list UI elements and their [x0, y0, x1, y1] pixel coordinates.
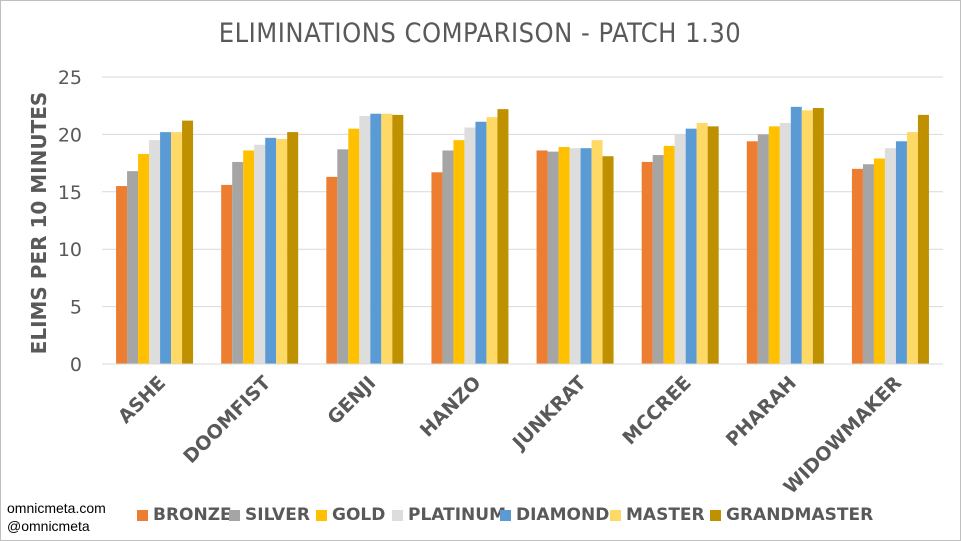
bar-bronze-junkrat [536, 150, 548, 364]
bar-silver-widowmaker [862, 164, 874, 364]
bar-platinum-pharah [779, 122, 791, 364]
legend-label-platinum: PLATINUM [408, 505, 506, 525]
bar-master-mccree [696, 122, 708, 364]
legend-label-gold: GOLD [332, 505, 385, 525]
legend-swatch-master [610, 510, 621, 521]
bar-gold-widowmaker [873, 158, 885, 364]
y-tick-label: 0 [70, 354, 82, 376]
y-axis-title: ELIMS PER 10 MINUTES [27, 92, 51, 355]
bar-diamond-widowmaker [895, 141, 907, 364]
legend-label-grandmaster: GRANDMASTER [726, 505, 873, 525]
category-label: PHARAH [722, 372, 801, 451]
category-label: GENJI [323, 372, 380, 429]
y-tick-label: 25 [58, 67, 82, 89]
legend-label-bronze: BRONZE [153, 505, 232, 525]
bar-silver-ashe [127, 171, 139, 364]
bar-silver-hanzo [442, 150, 454, 364]
bar-grandmaster-junkrat [602, 156, 614, 364]
legend-label-silver: SILVER [245, 505, 310, 525]
bar-bronze-pharah [746, 141, 758, 364]
bar-bronze-genji [326, 176, 338, 364]
bar-silver-mccree [652, 155, 664, 364]
bar-master-junkrat [591, 140, 603, 364]
bar-grandmaster-genji [392, 114, 404, 364]
bar-platinum-junkrat [569, 148, 581, 364]
bar-master-genji [381, 113, 393, 365]
bar-master-hanzo [486, 117, 498, 365]
category-label: DOOMFIST [179, 372, 275, 468]
category-label: JUNKRAT [507, 372, 590, 455]
chart-title: ELIMINATIONS COMPARISON - PATCH 1.30 [219, 18, 741, 49]
bar-bronze-ashe [116, 186, 128, 364]
bar-platinum-hanzo [464, 127, 476, 365]
y-tick-label: 10 [58, 239, 82, 261]
bar-bronze-mccree [641, 161, 653, 364]
bars [116, 106, 929, 365]
bar-diamond-doomfist [265, 137, 277, 364]
bar-master-pharah [801, 110, 813, 365]
bar-diamond-hanzo [475, 121, 487, 364]
bar-gold-hanzo [453, 140, 465, 364]
legend-swatch-diamond [500, 510, 511, 521]
legend-label-diamond: DIAMOND [516, 505, 609, 525]
bar-bronze-widowmaker [851, 168, 863, 364]
bar-gold-genji [348, 128, 360, 364]
bar-silver-junkrat [547, 151, 559, 364]
bar-grandmaster-doomfist [287, 132, 299, 364]
credit-site: omnicmeta.com [7, 500, 106, 516]
bar-platinum-mccree [674, 134, 686, 364]
bar-diamond-mccree [685, 128, 697, 364]
y-axis-tick-labels: 0 5 10 15 20 25 [58, 67, 82, 376]
category-label: HANZO [416, 372, 486, 442]
category-labels: ASHE DOOMFIST GENJI HANZO JUNKRAT MCCREE PHARA… [114, 372, 906, 499]
bar-gold-pharah [768, 126, 780, 364]
bar-grandmaster-pharah [812, 107, 824, 364]
y-tick-label: 5 [70, 297, 82, 319]
y-tick-label: 20 [58, 124, 82, 146]
y-tick-label: 15 [58, 182, 82, 204]
bar-bronze-hanzo [431, 172, 443, 364]
bar-grandmaster-hanzo [497, 109, 509, 364]
bar-grandmaster-ashe [182, 120, 194, 365]
bar-diamond-pharah [790, 106, 802, 365]
bar-master-doomfist [276, 138, 288, 364]
bar-diamond-ashe [160, 132, 172, 364]
bar-silver-pharah [757, 134, 769, 364]
bar-platinum-genji [359, 116, 371, 364]
bar-grandmaster-widowmaker [917, 114, 929, 364]
bar-master-ashe [171, 132, 183, 364]
bar-gold-mccree [663, 145, 675, 364]
bar-gold-junkrat [558, 147, 570, 364]
legend-swatch-bronze [137, 510, 148, 521]
bar-gold-doomfist [243, 150, 255, 364]
bar-platinum-widowmaker [884, 148, 896, 364]
legend-swatch-gold [316, 510, 327, 521]
bar-diamond-junkrat [580, 148, 592, 364]
bar-platinum-doomfist [254, 144, 266, 364]
bar-master-widowmaker [906, 132, 918, 364]
bar-diamond-genji [370, 113, 382, 365]
category-label: WIDOWMAKER [780, 372, 907, 499]
legend: BRONZE SILVER GOLD PLATINUM DIAMOND MASTER GRA… [137, 505, 873, 525]
bar-grandmaster-mccree [707, 126, 719, 364]
credit-handle: @omnicmeta [7, 518, 90, 534]
category-label: ASHE [114, 372, 170, 428]
bar-silver-doomfist [232, 161, 244, 364]
bar-platinum-ashe [149, 140, 161, 364]
legend-swatch-grandmaster [710, 510, 721, 521]
legend-swatch-silver [229, 510, 240, 521]
bar-bronze-doomfist [221, 184, 233, 364]
bar-silver-genji [337, 149, 349, 364]
legend-label-master: MASTER [626, 505, 705, 525]
category-label: MCCREE [618, 372, 695, 449]
legend-swatch-platinum [392, 510, 403, 521]
bar-gold-ashe [138, 153, 150, 364]
